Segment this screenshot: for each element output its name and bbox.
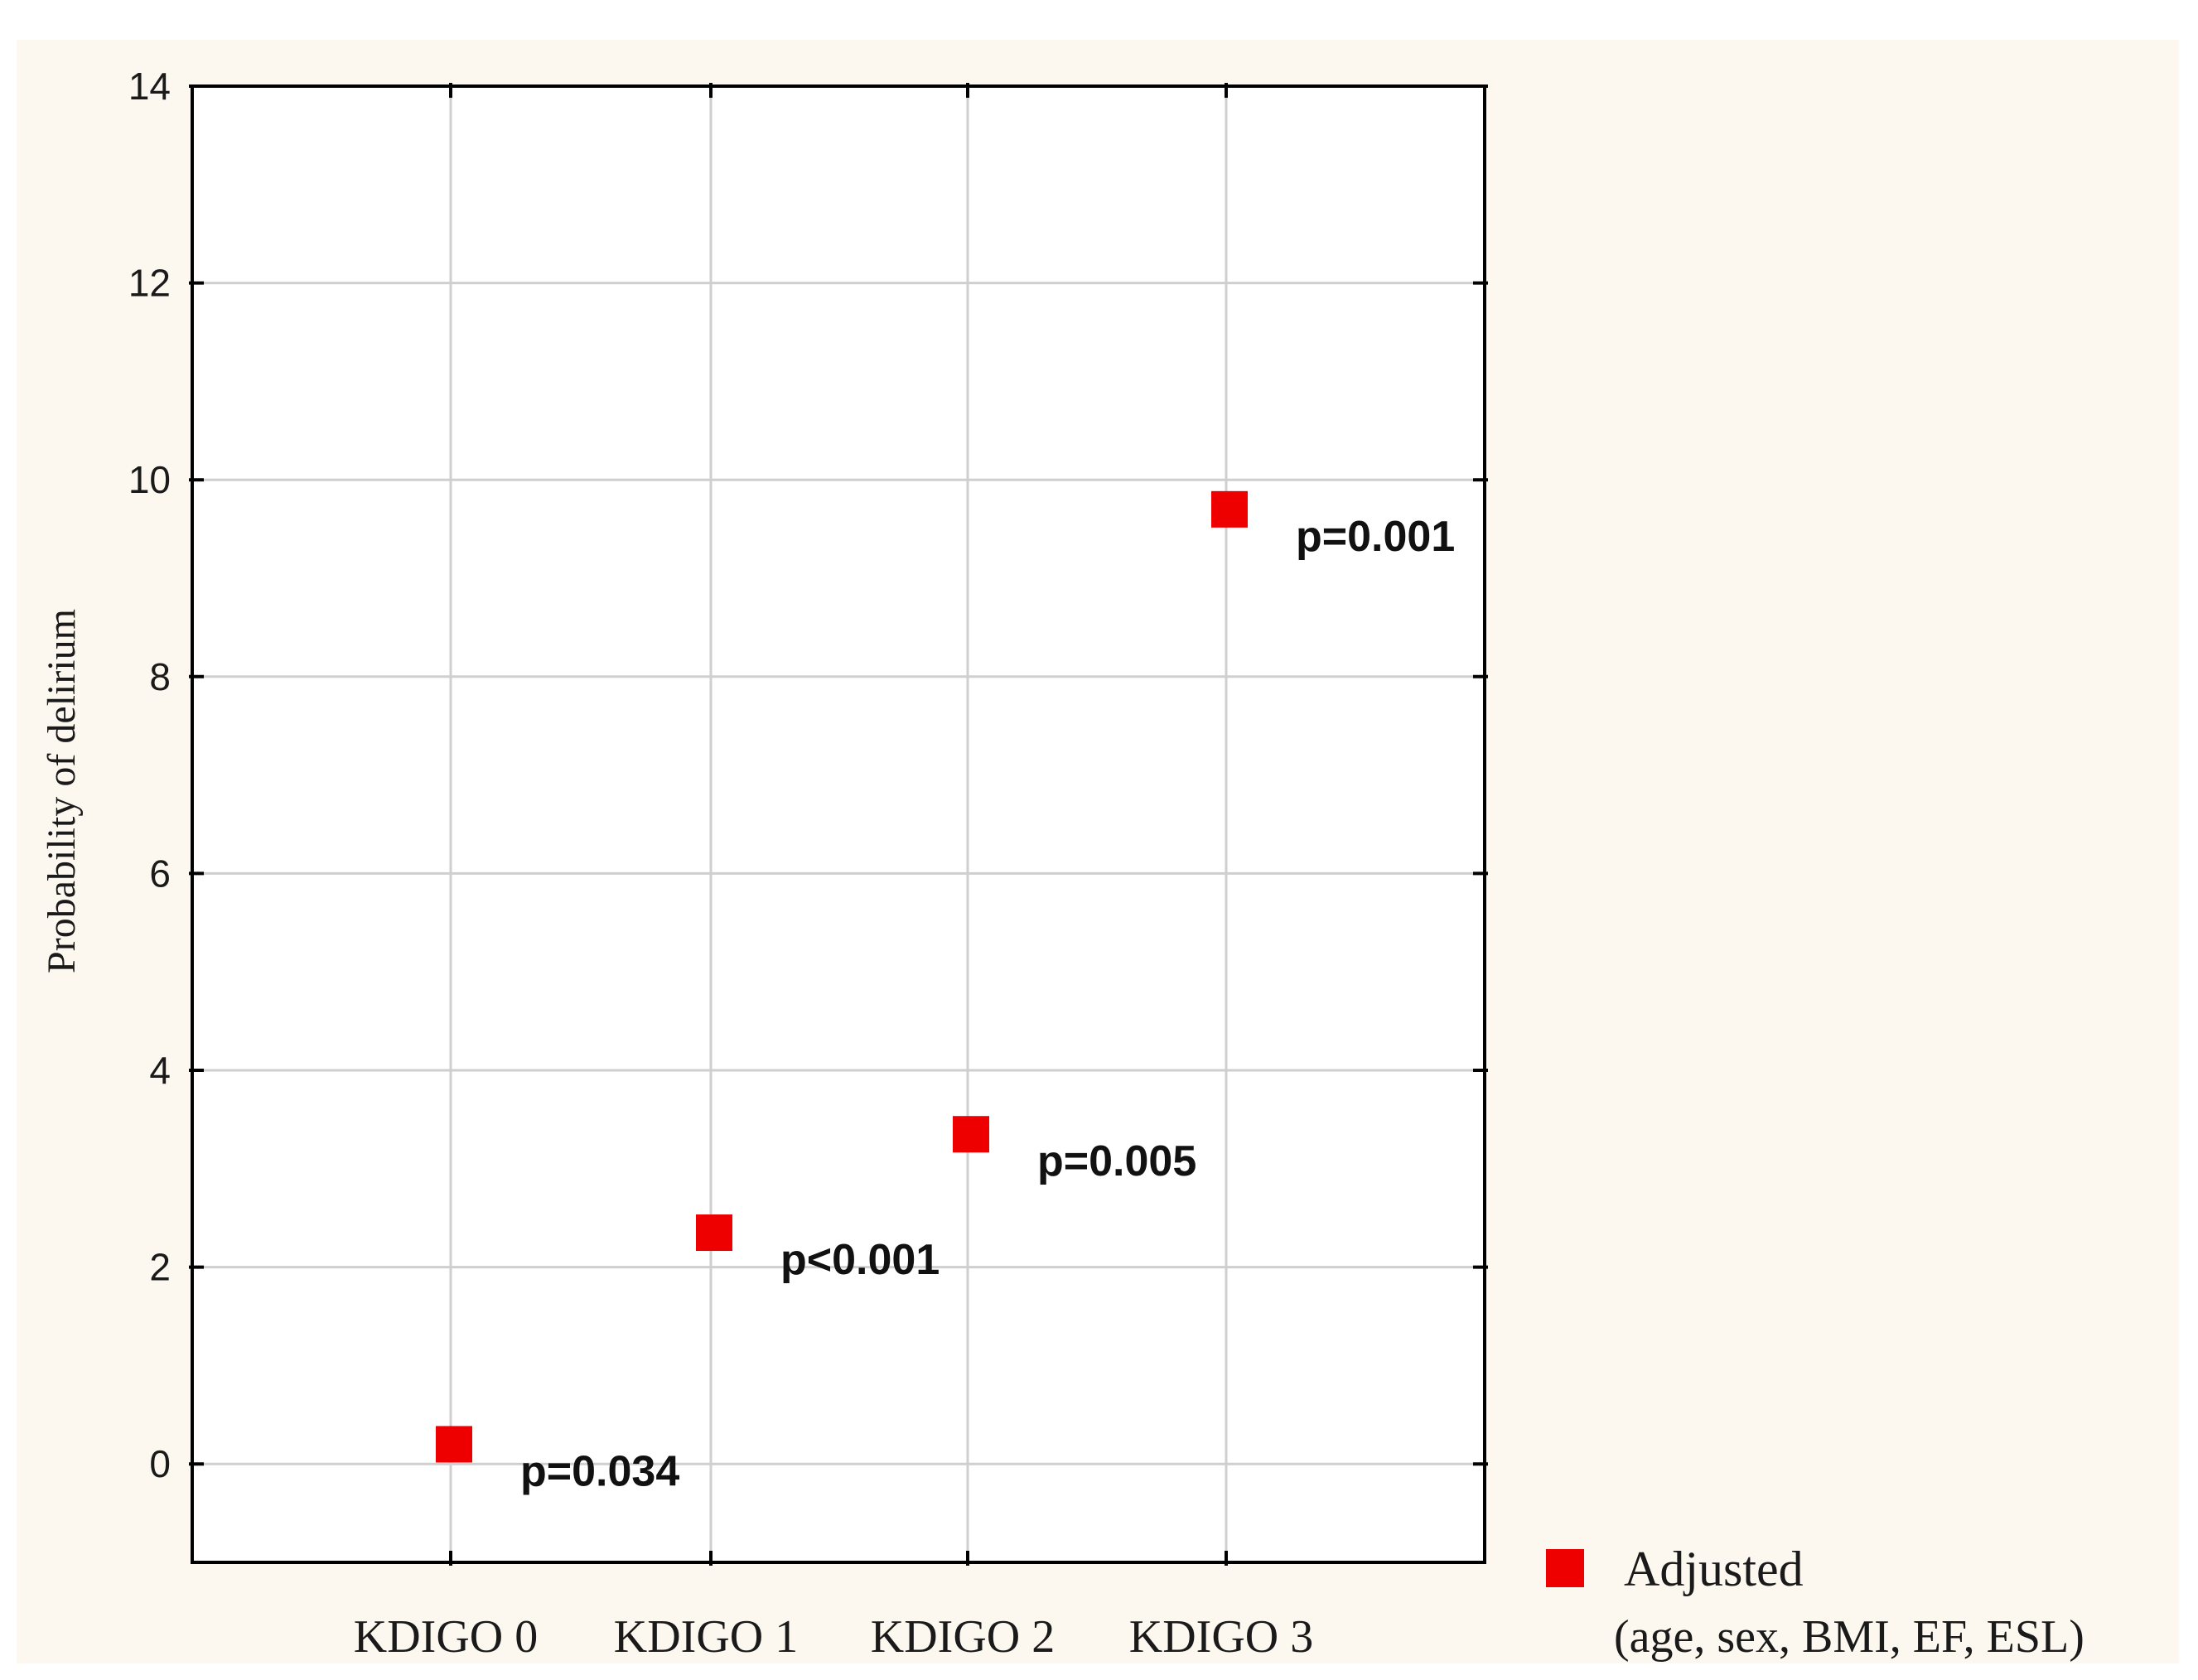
figure-background: 0 2 4 6 8 10 12 14 KDIGO 0 KDIGO 1 KDIGO 2 KDIGO 3… [17,40,2179,1663]
vertical-grid-layer [449,86,1228,1562]
p-value-labels: p=0.034 p<0.001 p=0.005 p=0.001 [520,513,1455,1496]
y-tick-label: 4 [149,1049,171,1092]
x-category-label: KDIGO 0 [354,1611,538,1663]
x-category-label: KDIGO 1 [614,1611,798,1663]
y-axis-label: Probability of delirium [40,609,84,973]
y-tick-label: 8 [149,655,171,698]
y-tick-label: 6 [149,852,171,895]
data-point [696,1214,732,1252]
y-tick-label: 2 [149,1246,171,1289]
p-value-label: p=0.005 [1037,1137,1196,1185]
x-axis-ticks: KDIGO 0 KDIGO 1 KDIGO 2 KDIGO 3 [354,83,1313,1663]
p-value-label: p=0.034 [520,1447,679,1495]
horizontal-grid-layer [192,282,1485,1465]
y-tick-label: 14 [128,65,171,108]
legend-series-name: Adjusted [1624,1542,1804,1596]
p-value-label: p<0.001 [780,1236,940,1284]
y-tick-label: 12 [128,262,171,305]
legend-series-detail: (age, sex, BMI, EF, ESL) [1614,1611,2084,1663]
y-axis-ticks: 0 2 4 6 8 10 12 14 [128,65,1488,1485]
data-points [436,490,1248,1463]
x-category-label: KDIGO 3 [1129,1611,1313,1663]
legend: Adjusted (age, sex, BMI, EF, ESL) [1546,1542,2084,1663]
scatter-chart: 0 2 4 6 8 10 12 14 KDIGO 0 KDIGO 1 KDIGO 2 KDIGO 3… [40,65,2084,1663]
y-tick-label: 0 [149,1442,171,1485]
data-point [436,1426,472,1463]
x-category-label: KDIGO 2 [871,1611,1055,1663]
data-point [953,1116,989,1153]
y-tick-label: 10 [128,458,171,501]
legend-marker [1546,1549,1584,1587]
plot-area-frame [191,84,1486,1564]
data-point [1211,490,1248,528]
p-value-label: p=0.001 [1296,513,1455,561]
